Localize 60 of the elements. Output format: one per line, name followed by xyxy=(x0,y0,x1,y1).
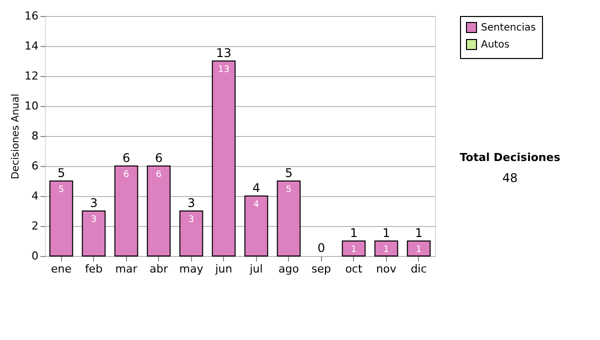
total-label: 0 xyxy=(317,241,326,255)
x-tick-label: abr xyxy=(150,262,168,276)
bar xyxy=(212,60,236,256)
x-tick-label: may xyxy=(179,262,204,276)
data-label: 6 xyxy=(156,170,162,180)
bar xyxy=(406,240,431,256)
total-label: 1 xyxy=(414,226,423,240)
y-tick-label: 16 xyxy=(24,10,38,22)
bar xyxy=(146,166,171,256)
total-label: 6 xyxy=(154,151,163,165)
text: Total Decisiones xyxy=(460,151,561,164)
x-tick-label: ene xyxy=(50,262,72,276)
x-tick-label: dic xyxy=(410,262,427,276)
total-label: 1 xyxy=(350,226,358,240)
total-label: 5 xyxy=(57,166,66,180)
y-tick-label: 14 xyxy=(24,40,38,52)
data-label: 3 xyxy=(90,215,97,225)
x-tick-label: ago xyxy=(278,262,300,276)
total-label: 4 xyxy=(252,181,260,195)
y-tick-label: 0 xyxy=(32,250,38,262)
data-label: 4 xyxy=(253,200,260,210)
bar xyxy=(276,180,301,256)
bar xyxy=(244,196,268,256)
y-tick-label: 10 xyxy=(24,100,38,112)
bar xyxy=(82,210,106,256)
x-tick-label: sep xyxy=(312,262,332,276)
total-label: 3 xyxy=(90,196,98,210)
total-label: 5 xyxy=(284,166,293,180)
data-label: 3 xyxy=(188,215,194,225)
bar xyxy=(179,210,204,256)
x-tick-label: oct xyxy=(345,262,363,276)
legend-label: Sentencias xyxy=(481,22,536,34)
total-label: 13 xyxy=(216,46,232,60)
data-label: 5 xyxy=(58,185,64,195)
data-label: 6 xyxy=(123,170,130,180)
x-tick-label: feb xyxy=(84,262,103,276)
x-tick-label: jul xyxy=(248,262,263,276)
data-label: 1 xyxy=(416,245,422,255)
total-label: 3 xyxy=(187,196,196,210)
data-label: 13 xyxy=(218,65,230,75)
y-axis-title: Decisiones Anual xyxy=(10,94,22,180)
y-tick-label: 2 xyxy=(32,220,38,232)
data-label: 1 xyxy=(350,245,357,255)
data-label: 1 xyxy=(383,245,390,255)
bar xyxy=(374,240,398,256)
text: 48 xyxy=(502,171,518,185)
y-tick-label: 8 xyxy=(32,130,38,142)
y-tick-label: 6 xyxy=(32,160,38,172)
bar xyxy=(49,180,74,256)
y-tick-label: 12 xyxy=(24,70,38,82)
bar xyxy=(342,240,366,256)
total-label: 6 xyxy=(122,151,130,165)
x-tick-label: nov xyxy=(376,262,397,276)
data-label: 5 xyxy=(286,185,292,195)
legend-label: Autos xyxy=(481,40,510,50)
y-tick-label: 4 xyxy=(32,190,38,202)
x-tick-label: mar xyxy=(115,262,138,276)
bar xyxy=(114,166,138,256)
x-tick-label: jun xyxy=(214,262,232,276)
total-label: 1 xyxy=(382,226,390,240)
